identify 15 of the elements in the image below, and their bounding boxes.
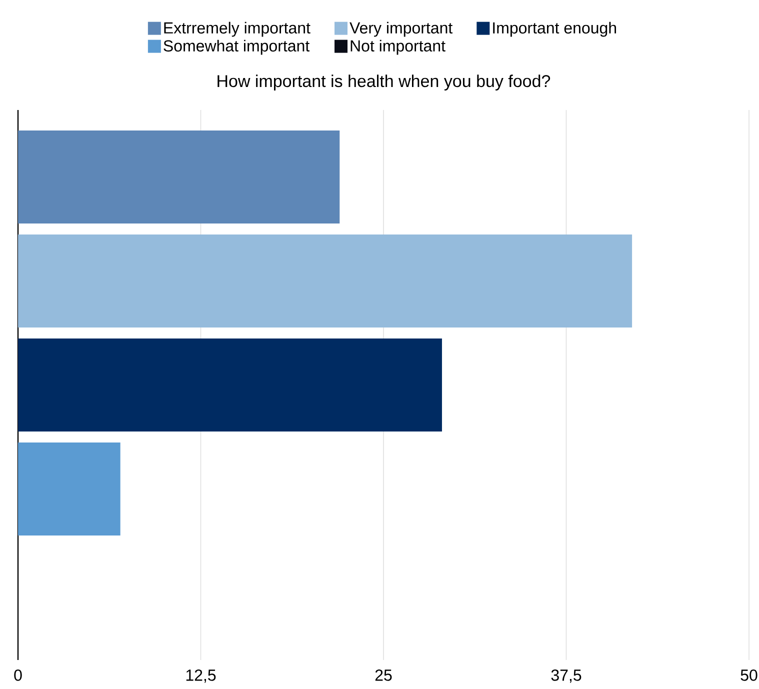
chart-title: How important is health when you buy food? xyxy=(218,74,550,90)
legend-label: Extrremely important xyxy=(164,22,310,37)
x-tick-label: 37,5 xyxy=(551,670,582,683)
legend-label: Somewhat important xyxy=(164,40,310,55)
x-tick-label: 0 xyxy=(14,670,22,681)
legend-label: Not important xyxy=(350,40,446,55)
x-tick-label: 50 xyxy=(740,670,758,681)
x-tick-label: 12,5 xyxy=(186,670,216,683)
bar xyxy=(18,338,442,432)
bar xyxy=(18,234,632,328)
legend-label: Important enough xyxy=(493,22,616,37)
x-tick-label: 25 xyxy=(375,670,392,681)
legend-label: Very important xyxy=(350,22,453,37)
bar xyxy=(18,130,340,224)
bar xyxy=(18,442,120,536)
